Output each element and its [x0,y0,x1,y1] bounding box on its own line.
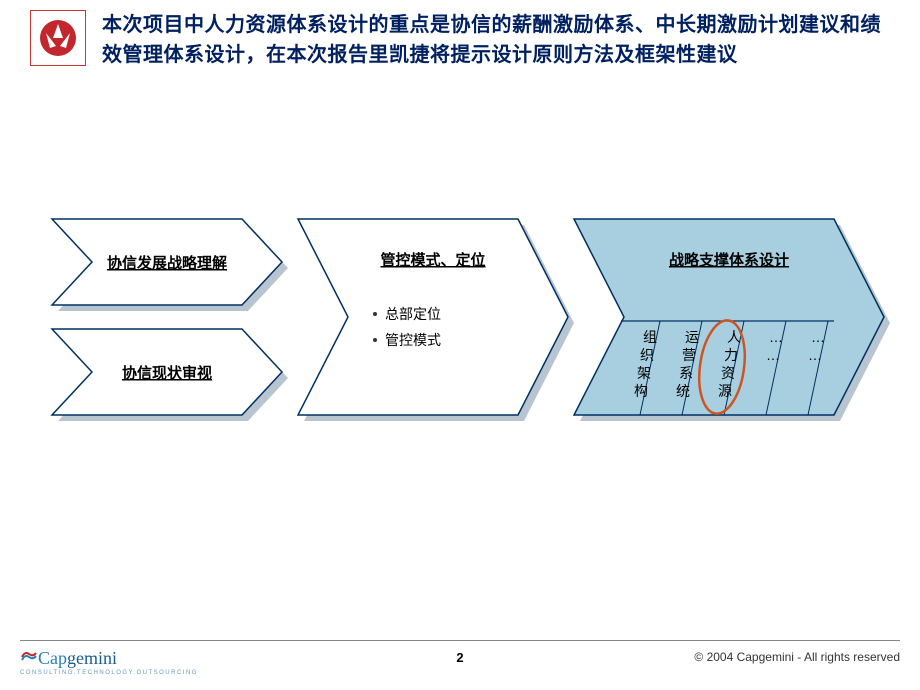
stage2-bullet1: 总部定位 [385,306,441,322]
company-logo [30,10,86,66]
page-number: 2 [456,650,463,665]
footer-brand-logo: Capgemini [20,648,117,669]
process-flow-diagram: 协信发展战略理解 协信现状审视 管控模式、定位 总部定位 管控模式 战略支撑体系… [0,200,920,500]
stage2-label: 管控模式、定位 [380,251,485,269]
stage3-label: 战略支撑体系设计 [669,251,789,269]
stage1a-label: 协信发展战略理解 [107,254,227,272]
stage1b-label: 协信现状审视 [122,364,212,382]
slide-footer: Capgemini CONSULTING.TECHNOLOGY.OUTSOURC… [0,640,920,690]
footer-tagline: CONSULTING.TECHNOLOGY.OUTSOURCING [20,670,198,676]
copyright: © 2004 Capgemini - All rights reserved [694,650,900,664]
slide-title: 本次项目中人力资源体系设计的重点是协信的薪酬激励体系、中长期激励计划建议和绩效管… [102,10,890,70]
stage2-bullet2: 管控模式 [385,332,441,348]
